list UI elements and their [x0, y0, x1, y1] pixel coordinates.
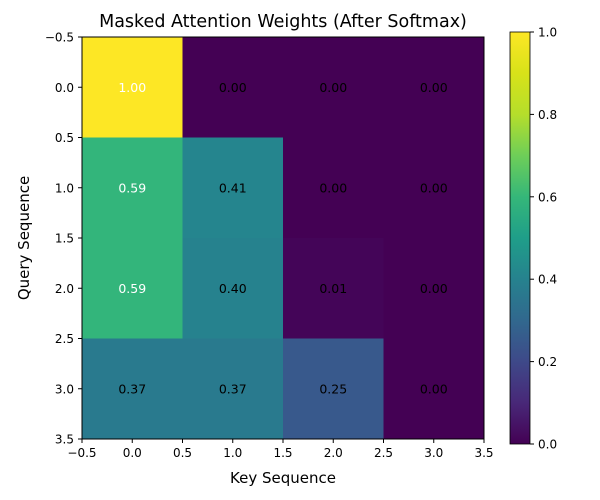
heatmap-cell-r0-c2	[283, 37, 384, 138]
heatmap-cell-r2-c0	[82, 238, 183, 339]
x-tick-label: 1.0	[223, 446, 242, 460]
y-tick-label: −0.5	[45, 31, 74, 45]
colorbar	[509, 31, 531, 445]
colorbar-tick-label: 0.0	[538, 438, 557, 452]
heatmap-cell-r2-c1	[182, 238, 283, 339]
cell-value-label: 0.00	[219, 80, 247, 95]
cell-value-label: 0.40	[219, 281, 247, 296]
heatmap-cell-r3-c0	[82, 338, 183, 439]
cell-value-label: 0.00	[319, 80, 347, 95]
x-tick-label: 3.0	[424, 446, 443, 460]
heatmap-cell-r3-c1	[182, 338, 283, 439]
x-tick-label: 0.0	[123, 446, 142, 460]
colorbar-tick-label: 0.2	[538, 355, 557, 369]
colorbar-tick-label: 1.0	[538, 26, 557, 40]
cell-value-label: 0.25	[319, 381, 347, 396]
cell-value-label: 0.37	[219, 381, 247, 396]
cell-value-label: 0.00	[319, 180, 347, 195]
heatmap-cell-r3-c3	[383, 338, 484, 439]
heatmap-cell-r1-c1	[182, 137, 283, 238]
x-tick-label: 2.5	[374, 446, 393, 460]
cell-value-label: 0.00	[420, 180, 448, 195]
y-tick-label: 2.0	[55, 282, 74, 296]
y-tick-label: 1.0	[55, 181, 74, 195]
y-tick-label: 0.5	[55, 131, 74, 145]
y-tick-label: 1.5	[55, 232, 74, 246]
cell-value-label: 0.41	[219, 180, 247, 195]
x-axis-label: Key Sequence	[230, 469, 336, 487]
heatmap-cell-r1-c2	[283, 137, 384, 238]
heatmap-cell-r1-c0	[82, 137, 183, 238]
heatmap-cell-r0-c0	[82, 37, 183, 138]
heatmap-cell-r0-c1	[182, 37, 283, 138]
y-tick-label: 3.5	[55, 433, 74, 447]
x-tick-label: 0.5	[173, 446, 192, 460]
cell-value-label: 0.00	[420, 80, 448, 95]
colorbar-ticks: 0.0 0.2 0.4 0.6 0.8 1.0	[530, 26, 557, 452]
heatmap-cell-r2-c2	[283, 238, 384, 339]
heatmap-cell-r0-c3	[383, 37, 484, 138]
y-tick-label: 3.0	[55, 382, 74, 396]
y-tick-label: 0.0	[55, 81, 74, 95]
cell-value-label: 0.37	[118, 381, 146, 396]
y-axis-ticks: −0.5 0.0 0.5 1.0 1.5 2.0 2.5 3.0 3.5	[45, 31, 82, 447]
x-tick-label: −0.5	[67, 446, 96, 460]
x-tick-label: 2.0	[324, 446, 343, 460]
cell-value-label: 0.00	[420, 381, 448, 396]
heatmap-cell-labels: 1.00 0.00 0.00 0.00 0.59 0.41 0.00 0.00 0.59 0.40…	[118, 80, 447, 397]
chart-title: Masked Attention Weights (After Softmax)	[99, 12, 467, 32]
x-tick-label: 3.5	[474, 446, 493, 460]
colorbar-tick-label: 0.6	[538, 190, 557, 204]
y-axis-label: Query Sequence	[15, 176, 33, 300]
heatmap-cell-r2-c3	[383, 238, 484, 339]
cell-value-label: 0.00	[420, 281, 448, 296]
colorbar-tick-label: 0.4	[538, 273, 557, 287]
heatmap-cell-r1-c3	[383, 137, 484, 238]
x-axis-ticks: −0.5 0.0 0.5 1.0 1.5 2.0 2.5 3.0 3.5	[67, 439, 494, 460]
colorbar-tick-label: 0.8	[538, 108, 557, 122]
cell-value-label: 0.59	[118, 180, 146, 195]
cell-value-label: 1.00	[118, 80, 146, 95]
cell-value-label: 0.59	[118, 281, 146, 296]
heatmap-cell-r3-c2	[283, 338, 384, 439]
x-tick-label: 1.5	[273, 446, 292, 460]
cell-value-label: 0.01	[319, 281, 347, 296]
heatmap-cells	[82, 37, 484, 439]
y-tick-label: 2.5	[55, 332, 74, 346]
